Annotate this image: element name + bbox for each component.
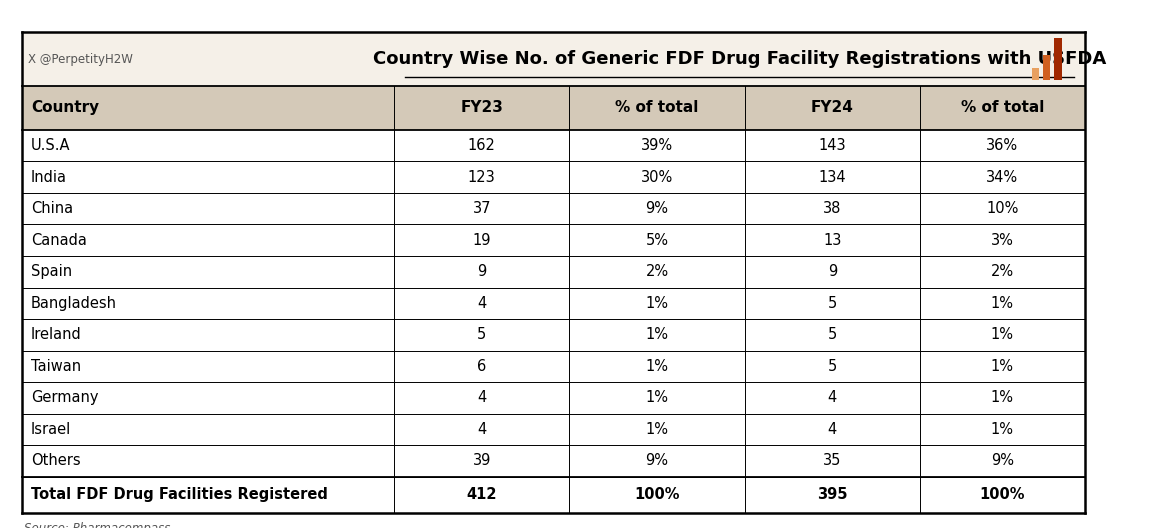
Text: 1%: 1% [992,327,1014,342]
Text: 19: 19 [472,233,491,248]
FancyBboxPatch shape [22,382,1085,413]
Text: X @PerpetityH2W: X @PerpetityH2W [28,53,132,65]
Text: 9: 9 [477,265,486,279]
Text: 1%: 1% [992,359,1014,374]
Text: 36%: 36% [987,138,1018,153]
FancyBboxPatch shape [1054,39,1062,80]
Text: 2%: 2% [646,265,669,279]
Text: 134: 134 [818,169,846,185]
Text: 30%: 30% [641,169,673,185]
Text: 5: 5 [477,327,486,342]
Text: 2%: 2% [990,265,1014,279]
FancyBboxPatch shape [22,351,1085,382]
Text: 5%: 5% [646,233,668,248]
Text: Taiwan: Taiwan [30,359,81,374]
Text: 34%: 34% [987,169,1018,185]
Text: 38: 38 [823,201,841,216]
Text: Ireland: Ireland [30,327,82,342]
Text: 395: 395 [817,487,847,502]
FancyBboxPatch shape [22,256,1085,288]
Text: 4: 4 [827,390,837,406]
Text: 9: 9 [827,265,837,279]
FancyBboxPatch shape [22,445,1085,477]
Text: 4: 4 [477,390,486,406]
FancyBboxPatch shape [22,162,1085,193]
Text: 1%: 1% [646,422,668,437]
Text: 4: 4 [477,422,486,437]
FancyBboxPatch shape [22,32,1085,86]
Text: Country Wise No. of Generic FDF Drug Facility Registrations with USFDA: Country Wise No. of Generic FDF Drug Fac… [373,50,1106,68]
Text: Germany: Germany [30,390,98,406]
Text: 1%: 1% [646,390,668,406]
Text: 412: 412 [466,487,497,502]
Text: 123: 123 [468,169,496,185]
Text: India: India [30,169,67,185]
FancyBboxPatch shape [1031,68,1040,80]
Text: 100%: 100% [634,487,680,502]
Text: 162: 162 [468,138,496,153]
FancyBboxPatch shape [22,288,1085,319]
Text: 5: 5 [827,296,837,311]
FancyBboxPatch shape [22,86,1085,130]
Text: % of total: % of total [615,100,699,115]
Text: 35: 35 [823,454,841,468]
Text: FY24: FY24 [811,100,854,115]
Text: FY23: FY23 [461,100,503,115]
Text: 4: 4 [477,296,486,311]
Text: 10%: 10% [987,201,1018,216]
FancyBboxPatch shape [22,319,1085,351]
Text: 13: 13 [823,233,841,248]
Text: 5: 5 [827,327,837,342]
Text: Country: Country [30,100,100,115]
Text: 1%: 1% [992,422,1014,437]
FancyBboxPatch shape [22,224,1085,256]
Text: 9%: 9% [992,454,1014,468]
FancyBboxPatch shape [22,477,1085,513]
Text: Total FDF Drug Facilities Registered: Total FDF Drug Facilities Registered [30,487,328,502]
Text: 1%: 1% [646,359,668,374]
Text: 143: 143 [818,138,846,153]
Text: U.S.A: U.S.A [30,138,70,153]
Text: 9%: 9% [646,454,668,468]
Text: 100%: 100% [980,487,1026,502]
Text: 3%: 3% [992,233,1014,248]
Text: 39%: 39% [641,138,673,153]
FancyBboxPatch shape [22,130,1085,162]
Text: China: China [30,201,73,216]
Text: 4: 4 [827,422,837,437]
Text: Others: Others [30,454,81,468]
Text: 5: 5 [827,359,837,374]
Text: 1%: 1% [646,296,668,311]
Text: 1%: 1% [646,327,668,342]
Text: Bangladesh: Bangladesh [30,296,117,311]
Text: 39: 39 [472,454,491,468]
Text: % of total: % of total [961,100,1044,115]
Text: 37: 37 [472,201,491,216]
Text: Canada: Canada [30,233,87,248]
Text: Spain: Spain [30,265,73,279]
Text: Israel: Israel [30,422,71,437]
FancyBboxPatch shape [22,193,1085,224]
Text: 1%: 1% [992,390,1014,406]
Text: Source: Pharmacompass: Source: Pharmacompass [25,522,171,528]
FancyBboxPatch shape [1043,55,1050,80]
FancyBboxPatch shape [22,413,1085,445]
Text: 1%: 1% [992,296,1014,311]
Text: 6: 6 [477,359,486,374]
Text: 9%: 9% [646,201,668,216]
